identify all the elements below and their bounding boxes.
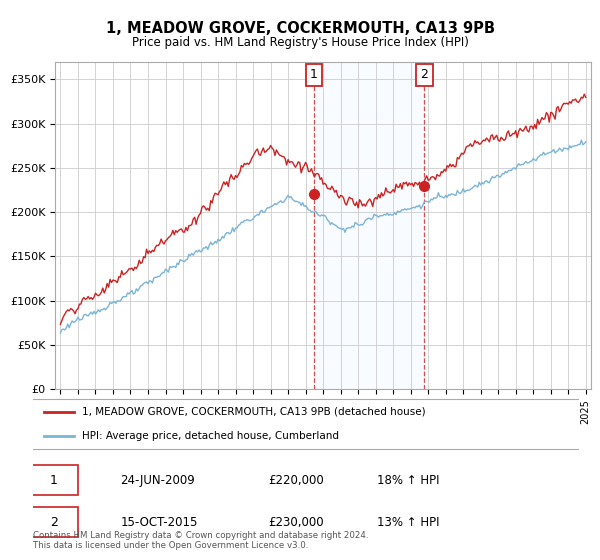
Text: 13% ↑ HPI: 13% ↑ HPI — [377, 516, 439, 529]
Text: 18% ↑ HPI: 18% ↑ HPI — [377, 474, 439, 487]
Text: 1, MEADOW GROVE, COCKERMOUTH, CA13 9PB (detached house): 1, MEADOW GROVE, COCKERMOUTH, CA13 9PB (… — [82, 407, 426, 417]
Text: 2: 2 — [50, 516, 58, 529]
Text: 2: 2 — [421, 68, 428, 81]
FancyBboxPatch shape — [30, 507, 79, 537]
Text: 24-JUN-2009: 24-JUN-2009 — [121, 474, 195, 487]
Text: 1: 1 — [50, 474, 58, 487]
Text: £220,000: £220,000 — [268, 474, 323, 487]
Text: 1, MEADOW GROVE, COCKERMOUTH, CA13 9PB: 1, MEADOW GROVE, COCKERMOUTH, CA13 9PB — [106, 21, 494, 36]
FancyBboxPatch shape — [30, 399, 581, 449]
Text: £230,000: £230,000 — [268, 516, 323, 529]
Text: 15-OCT-2015: 15-OCT-2015 — [121, 516, 198, 529]
Text: Contains HM Land Registry data © Crown copyright and database right 2024.
This d: Contains HM Land Registry data © Crown c… — [33, 530, 368, 550]
Text: 1: 1 — [310, 68, 318, 81]
FancyBboxPatch shape — [30, 465, 79, 495]
Text: HPI: Average price, detached house, Cumberland: HPI: Average price, detached house, Cumb… — [82, 431, 339, 441]
Text: Price paid vs. HM Land Registry's House Price Index (HPI): Price paid vs. HM Land Registry's House … — [131, 36, 469, 49]
Bar — [314, 62, 424, 389]
